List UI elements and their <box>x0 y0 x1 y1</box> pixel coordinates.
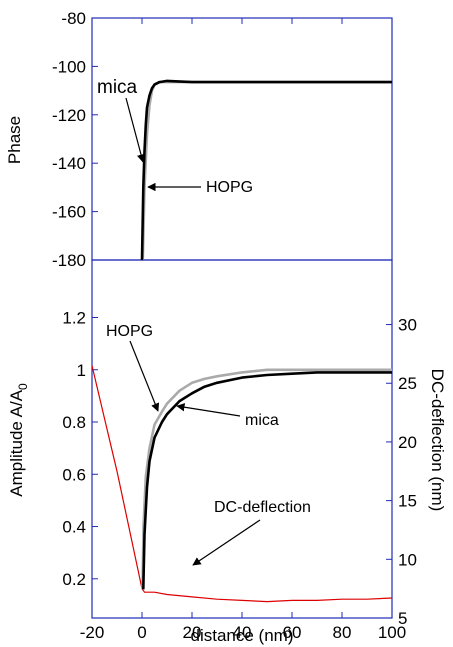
top-y-tick-label: -80 <box>61 9 86 28</box>
right-y-tick-label: 10 <box>398 550 417 569</box>
x-tick-label: -20 <box>80 623 105 642</box>
top-y-tick-label: -100 <box>52 57 86 76</box>
annotation-arrow-mica-top <box>125 97 146 163</box>
x-axis-title: distance (nm) <box>191 626 294 645</box>
annotation-arrow-hopg-bottom <box>129 340 160 412</box>
x-tick-label: 20 <box>183 623 202 642</box>
labels-layer: -80 -100 -120 -140 -160 -180 0.2 0.4 0.6 0.8 1 1.2 5… <box>52 9 417 642</box>
x-tick-label: 60 <box>283 623 302 642</box>
top-y-tick-label: -140 <box>52 154 86 173</box>
right-y-tick-label: 20 <box>398 433 417 452</box>
bottom-y-tick-label: 0.8 <box>62 413 86 432</box>
annotation-arrow-dc-deflection <box>192 519 261 566</box>
right-y-tick-label: 25 <box>398 374 417 393</box>
annotation-arrow-mica-bottom <box>176 403 241 417</box>
annotation-mica-bottom: mica <box>245 412 279 429</box>
series-layer <box>91 79 393 603</box>
top-series-hopg <box>141 80 392 261</box>
right-y-tick-label: 15 <box>398 492 417 511</box>
bottom-y-axis-title-main: Amplitude A/A <box>7 389 26 496</box>
annotation-dc-deflection: DC-deflection <box>214 499 311 516</box>
annotation-hopg-top: HOPG <box>206 179 253 196</box>
top-y-tick-label: -180 <box>52 251 86 270</box>
x-tick-label: 40 <box>233 623 252 642</box>
annotation-mica-top: mica <box>97 77 138 98</box>
ticks-layer <box>91 17 393 619</box>
bottom-series-mica <box>142 371 392 590</box>
x-tick-label: 100 <box>378 623 406 642</box>
bottom-y-tick-label: 0.2 <box>62 570 86 589</box>
bottom-y-tick-label: 0.4 <box>62 518 86 537</box>
top-series-mica <box>140 79 392 261</box>
bottom-series-dc-deflection <box>91 365 393 603</box>
annotation-hopg-bottom: HOPG <box>106 323 153 340</box>
bottom-y-tick-label: 1 <box>77 361 86 380</box>
top-y-tick-label: -160 <box>52 203 86 222</box>
bottom-series-hopg <box>141 368 392 590</box>
bottom-y-axis-title-sub: 0 <box>16 383 30 390</box>
right-y-tick-label: 5 <box>398 609 407 628</box>
bottom-y-axis-title: Amplitude A/A0 <box>7 383 30 497</box>
bottom-y-tick-label: 0.6 <box>62 465 86 484</box>
right-y-axis-title: DC-deflection (nm) <box>428 369 447 512</box>
x-tick-label: 0 <box>137 623 146 642</box>
right-y-tick-label: 30 <box>398 316 417 335</box>
x-tick-label: 80 <box>333 623 352 642</box>
top-y-axis-title: Phase <box>5 116 24 164</box>
top-y-tick-label: -120 <box>52 106 86 125</box>
bottom-y-tick-label: 1.2 <box>62 308 86 327</box>
